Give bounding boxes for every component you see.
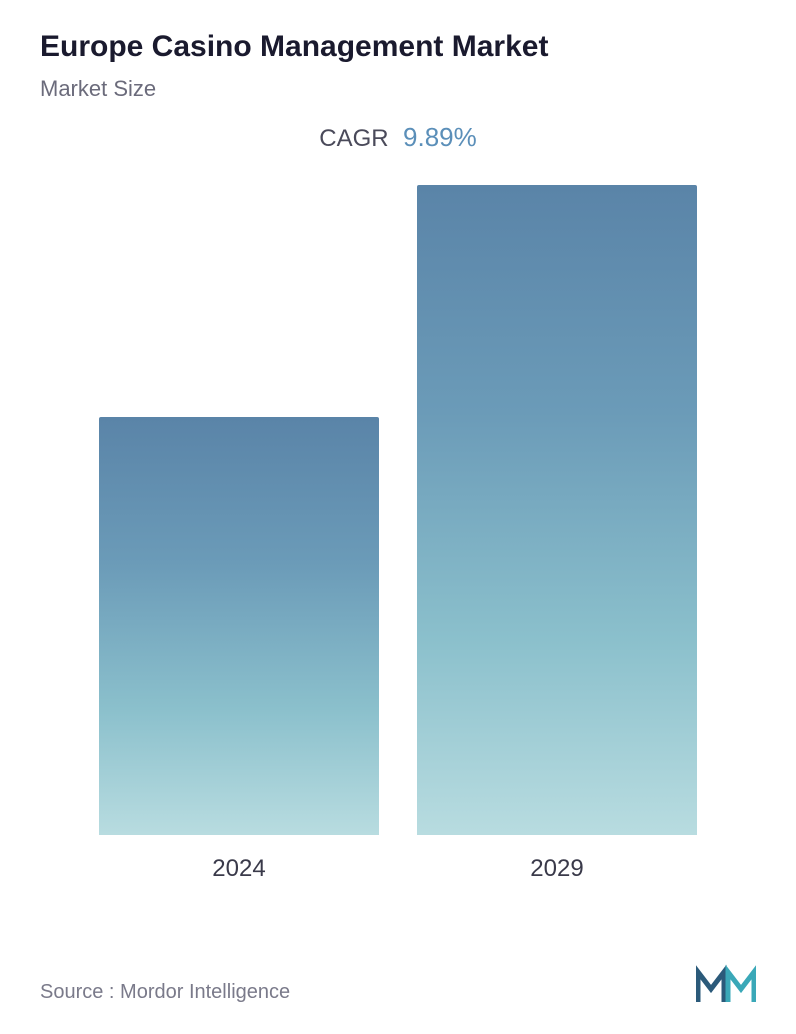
source-text: Source : Mordor Intelligence	[40, 981, 290, 1004]
bar-group: 2024	[99, 417, 379, 883]
mordor-logo-icon	[696, 964, 756, 1004]
chart-subtitle: Market Size	[40, 76, 756, 102]
cagr-label: CAGR	[319, 125, 388, 152]
bar-label: 2024	[212, 855, 265, 883]
bar-group: 2029	[417, 185, 697, 883]
bar-2024	[99, 417, 379, 835]
chart-title: Europe Casino Management Market	[40, 30, 756, 64]
cagr-row: CAGR 9.89%	[40, 122, 756, 153]
cagr-value: 9.89%	[403, 122, 477, 152]
chart-footer: Source : Mordor Intelligence	[40, 964, 756, 1004]
bar-label: 2029	[530, 855, 583, 883]
bar-2029	[417, 185, 697, 835]
bar-chart: 2024 2029	[40, 183, 756, 883]
